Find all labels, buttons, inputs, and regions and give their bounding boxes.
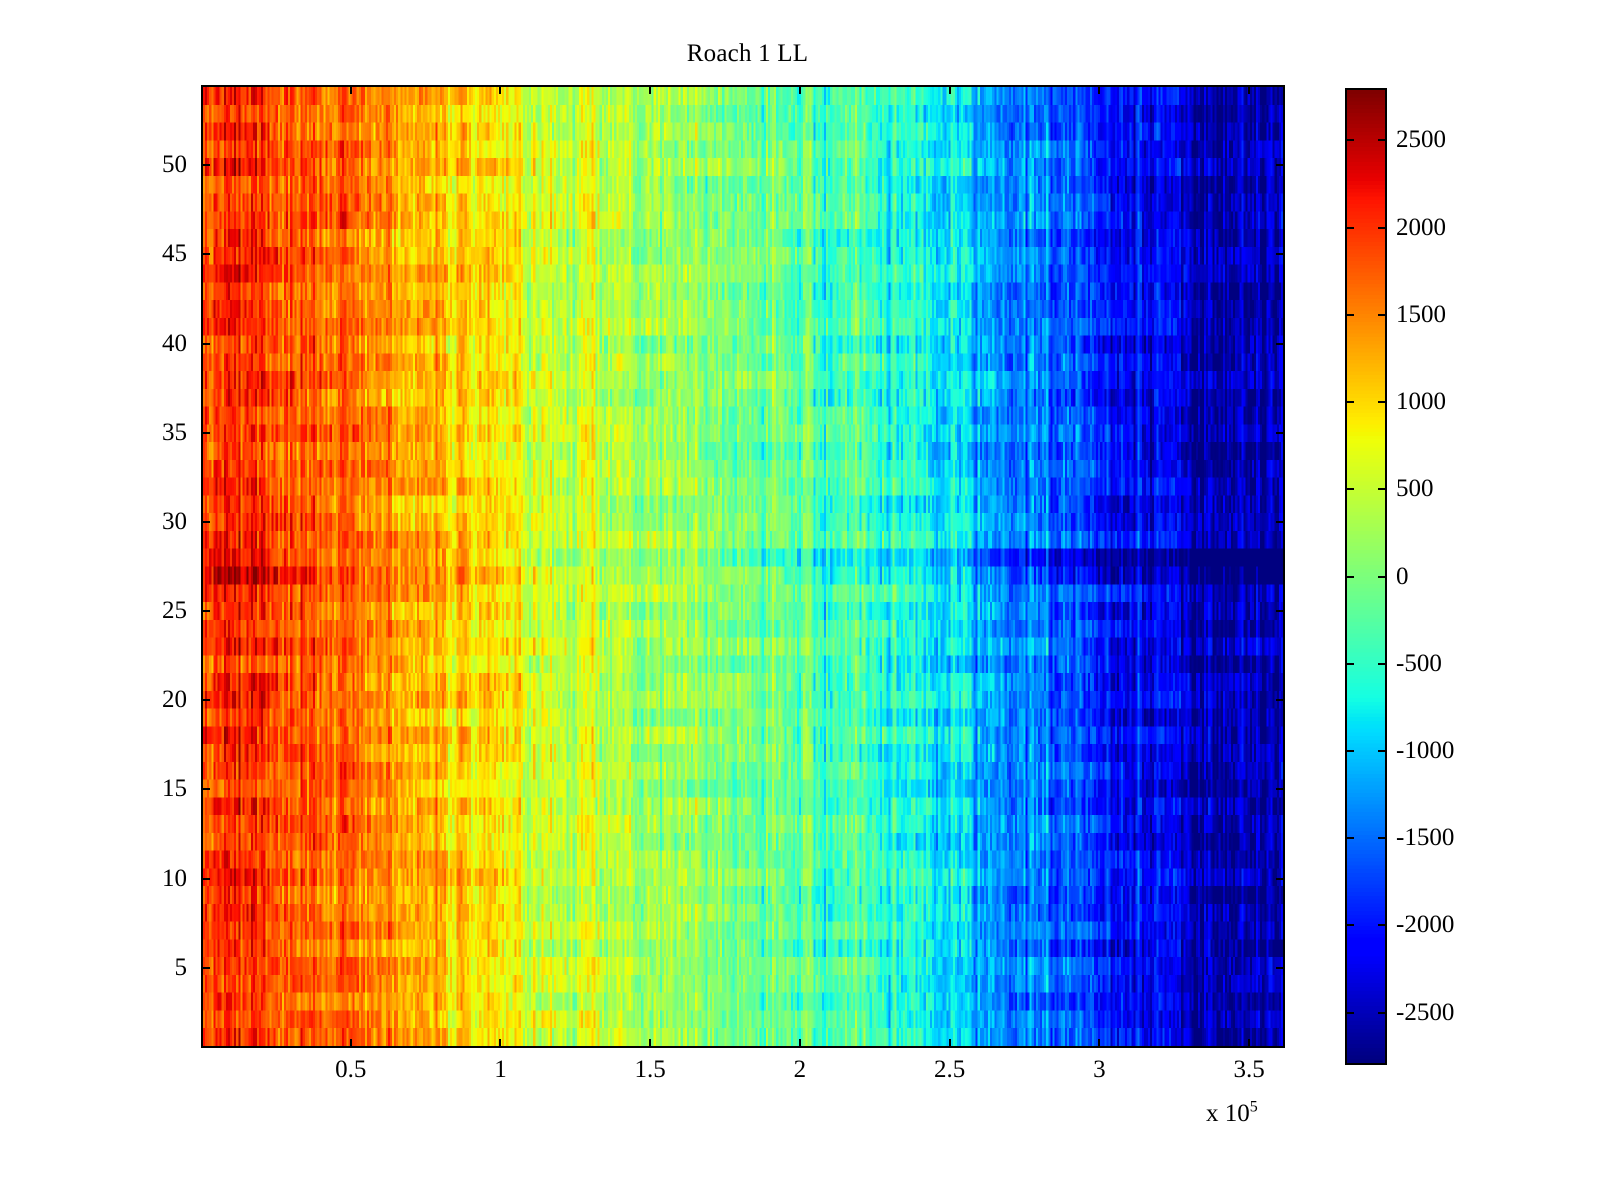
x-axis-tick-top xyxy=(798,85,801,94)
x-axis-tick-label: 0.5 xyxy=(335,1056,367,1083)
x-axis-tick-top xyxy=(349,85,352,94)
heatmap-axes xyxy=(201,85,1285,1048)
colorbar-tick-left xyxy=(1345,1011,1354,1014)
y-axis-tick-label: 10 xyxy=(162,864,187,892)
x-axis-tick xyxy=(948,1039,951,1048)
y-axis-tick-label: 50 xyxy=(162,151,187,179)
y-axis-tick-label: 45 xyxy=(162,240,187,268)
x-axis-tick-label: 3 xyxy=(1093,1056,1106,1083)
colorbar-tick-left xyxy=(1345,837,1354,840)
y-axis-tick xyxy=(201,164,210,167)
y-axis-tick-label: 5 xyxy=(174,953,188,981)
y-axis-tick-label: 20 xyxy=(162,686,187,714)
colorbar-tick-left xyxy=(1345,226,1354,229)
y-axis-tick xyxy=(201,342,210,345)
y-axis-tick xyxy=(201,877,210,880)
colorbar-tick-label: -2000 xyxy=(1396,911,1455,939)
colorbar-tick-left xyxy=(1345,139,1354,142)
y-axis-tick-label: 15 xyxy=(162,775,187,803)
colorbar-tick-label: -1000 xyxy=(1396,736,1455,764)
y-axis-tick-right xyxy=(1276,699,1285,702)
colorbar-tick-left xyxy=(1345,313,1354,316)
y-axis-tick-right xyxy=(1276,431,1285,434)
colorbar-tick-right xyxy=(1378,662,1387,665)
x-axis-exponent-base: x 10 xyxy=(1206,1100,1250,1127)
y-axis-tick-right xyxy=(1276,520,1285,523)
x-axis-tick xyxy=(798,1039,801,1048)
x-axis-tick xyxy=(349,1039,352,1048)
y-axis-tick-right xyxy=(1276,164,1285,167)
y-axis-tick-label: 25 xyxy=(162,597,187,625)
x-axis-exponent-power: 5 xyxy=(1249,1098,1258,1116)
x-axis-tick-label: 2 xyxy=(793,1056,807,1083)
y-axis-tick xyxy=(201,520,210,523)
colorbar-tick-right xyxy=(1378,488,1387,491)
y-axis-tick-right xyxy=(1276,253,1285,256)
y-axis-tick xyxy=(201,253,210,256)
x-axis-tick-top xyxy=(948,85,951,94)
colorbar-tick-label: 2500 xyxy=(1396,126,1446,154)
y-axis-tick xyxy=(201,610,210,613)
colorbar-tick-left xyxy=(1345,924,1354,927)
colorbar-tick-left xyxy=(1345,749,1354,752)
y-axis-tick-label: 30 xyxy=(162,507,187,535)
x-axis-tick xyxy=(1098,1039,1101,1048)
x-axis-tick-label: 1 xyxy=(494,1056,507,1083)
colorbar-tick-left xyxy=(1345,488,1354,491)
y-axis-tick-right xyxy=(1276,966,1285,969)
colorbar-tick-right xyxy=(1378,226,1387,229)
colorbar-tick-right xyxy=(1378,575,1387,578)
page-title: Roach 1 LL xyxy=(686,40,809,67)
colorbar-tick-right xyxy=(1378,401,1387,404)
heatmap-image xyxy=(203,87,1283,1046)
colorbar-tick-right xyxy=(1378,924,1387,927)
y-axis-tick-right xyxy=(1276,610,1285,613)
colorbar-tick-right xyxy=(1378,313,1387,316)
x-axis-tick-top xyxy=(1248,85,1251,94)
y-axis-tick xyxy=(201,431,210,434)
x-axis-tick-label: 2.5 xyxy=(933,1056,966,1083)
y-axis-tick-right xyxy=(1276,877,1285,880)
colorbar-tick-label: -2500 xyxy=(1396,998,1455,1026)
colorbar-tick-right xyxy=(1378,1011,1387,1014)
colorbar-tick-right xyxy=(1378,139,1387,142)
colorbar-tick-right xyxy=(1378,837,1387,840)
y-axis-tick-label: 35 xyxy=(162,418,187,446)
x-axis-tick xyxy=(649,1039,652,1048)
colorbar-tick-label: -1500 xyxy=(1396,824,1455,852)
colorbar-tick-label: 1000 xyxy=(1396,388,1446,416)
colorbar-tick-right xyxy=(1378,749,1387,752)
y-axis-tick xyxy=(201,966,210,969)
x-axis-tick-label: 3.5 xyxy=(1233,1056,1265,1083)
colorbar-tick-label: 2000 xyxy=(1396,213,1446,241)
x-axis-tick xyxy=(499,1039,502,1048)
colorbar-tick-label: -500 xyxy=(1396,649,1442,677)
colorbar-tick-label: 1500 xyxy=(1396,300,1446,328)
colorbar-tick-left xyxy=(1345,575,1354,578)
colorbar-tick-label: 500 xyxy=(1396,475,1434,503)
colorbar-tick-label: 0 xyxy=(1396,562,1409,590)
y-axis-tick-right xyxy=(1276,788,1285,791)
y-axis-tick xyxy=(201,788,210,791)
x-axis-tick-top xyxy=(499,85,502,94)
colorbar-tick-left xyxy=(1345,662,1354,665)
x-axis-exponent-label: x 105 xyxy=(1206,1098,1258,1128)
x-axis-tick xyxy=(1248,1039,1251,1048)
x-axis-tick-top xyxy=(649,85,652,94)
y-axis-tick-right xyxy=(1276,342,1285,345)
x-axis-tick-top xyxy=(1098,85,1101,94)
x-axis-tick-label: 1.5 xyxy=(634,1056,666,1083)
y-axis-tick-label: 40 xyxy=(162,329,187,357)
colorbar-tick-left xyxy=(1345,401,1354,404)
y-axis-tick xyxy=(201,699,210,702)
